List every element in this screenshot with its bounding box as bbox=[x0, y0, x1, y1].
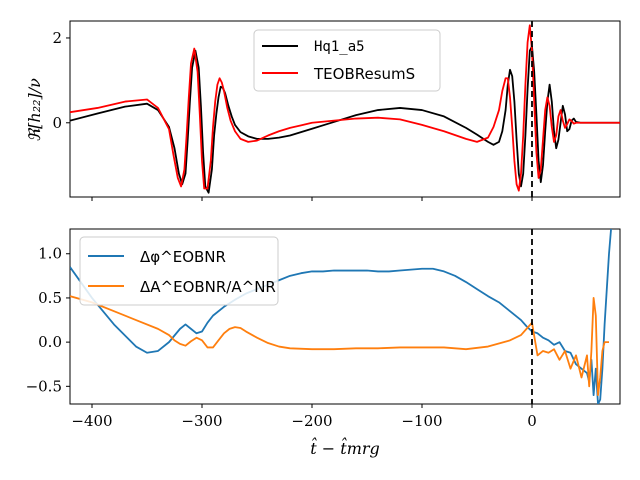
bottom-xtick-label: −400 bbox=[71, 412, 112, 430]
bottom-lines bbox=[70, 229, 612, 404]
bottom-plot-area bbox=[69, 228, 621, 405]
top-legend: Hq1_a5 TEOBResumS bbox=[253, 29, 441, 92]
bottom-legend-box bbox=[79, 236, 279, 306]
top-ylabel: ℜ[h₂₂]/ν bbox=[25, 78, 44, 142]
bottom-series-1-line bbox=[70, 295, 609, 397]
bottom-legend: Δφ^EOBNR ΔA^EOBNR/A^NR bbox=[79, 236, 279, 306]
bottom-ytick-label: −0.5 bbox=[26, 377, 62, 395]
legend-label-teob: TEOBResumS bbox=[313, 65, 415, 83]
top-legend-box bbox=[253, 29, 441, 92]
top-panel: 02 ℜ[h₂₂]/ν Hq1_a5 TEOBResumS bbox=[25, 20, 621, 201]
top-series-0-line bbox=[70, 45, 620, 194]
top-lines bbox=[70, 24, 620, 194]
top-ytick-label: 2 bbox=[52, 29, 62, 47]
bottom-xtick-label: −200 bbox=[291, 412, 332, 430]
top-ticks: 02 bbox=[52, 29, 533, 201]
bottom-ytick-label: 1.0 bbox=[38, 245, 62, 263]
legend-label-hq1: Hq1_a5 bbox=[314, 39, 365, 55]
bottom-xtick-label: 0 bbox=[527, 412, 537, 430]
top-series-1-line bbox=[70, 24, 620, 192]
bottom-panel: −400 −300 −200 −100 0 −0.5 0.0 0.5 1.0 t̂ − t̂mr… bbox=[26, 228, 621, 458]
top-ytick-label: 0 bbox=[52, 114, 62, 132]
bottom-xtick-label: −100 bbox=[401, 412, 442, 430]
bottom-ytick-label: 0.5 bbox=[38, 289, 62, 307]
legend-label-dphi: Δφ^EOBNR bbox=[140, 248, 226, 266]
bottom-xtick-label: −300 bbox=[181, 412, 222, 430]
bottom-ytick-label: 0.0 bbox=[38, 333, 62, 351]
legend-label-damp: ΔA^EOBNR/A^NR bbox=[140, 278, 276, 296]
bottom-xlabel: t̂ − t̂mrg bbox=[310, 438, 380, 458]
bottom-ticks: −400 −300 −200 −100 0 −0.5 0.0 0.5 1.0 bbox=[26, 245, 537, 430]
